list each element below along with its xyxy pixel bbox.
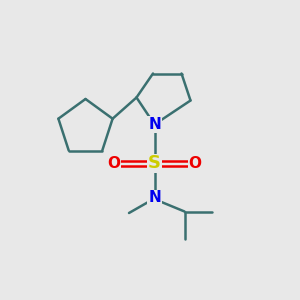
- Text: N: N: [148, 190, 161, 206]
- Text: S: S: [148, 154, 161, 172]
- Text: O: O: [188, 156, 202, 171]
- Text: O: O: [107, 156, 121, 171]
- Text: N: N: [148, 117, 161, 132]
